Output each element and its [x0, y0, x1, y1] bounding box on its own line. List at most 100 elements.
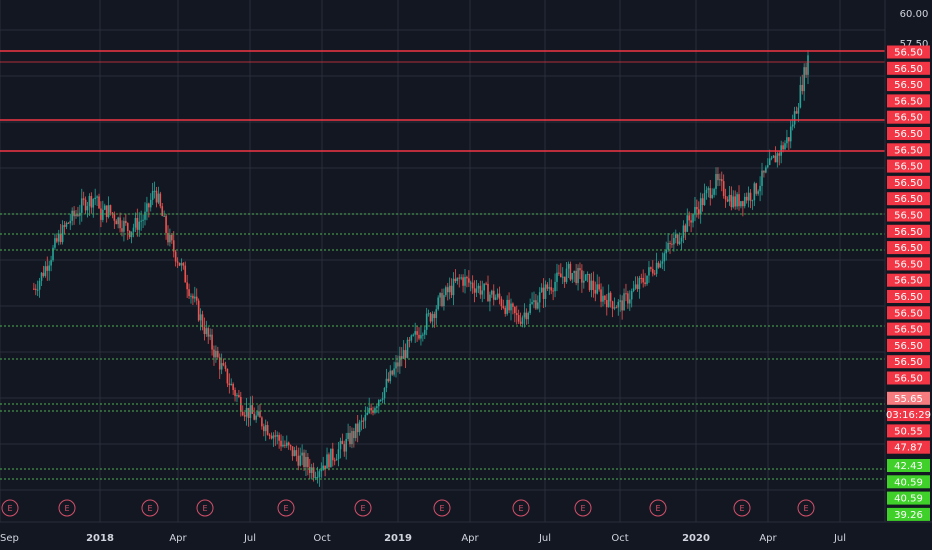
time-scale[interactable]: Sep 2018 Apr Jul Oct 2019 Apr Jul Oct 2020 Apr Jul [0, 533, 846, 544]
candle-body [531, 302, 533, 304]
candle-body [383, 387, 386, 399]
price-label-box [887, 459, 930, 472]
candle-body [215, 350, 217, 358]
candle-body [79, 212, 81, 216]
price-scale[interactable]: 60.0057.5056.5056.5056.5056.5056.5056.50… [886, 9, 931, 521]
earnings-marker[interactable] [277, 499, 295, 517]
price-label: 50.55 [894, 426, 923, 437]
candle-body [163, 215, 165, 217]
earnings-marker[interactable] [196, 499, 214, 517]
candle-body [354, 423, 357, 439]
earnings-label: E [7, 504, 12, 513]
earnings-marker[interactable] [354, 499, 372, 517]
price-label: 56.50 [894, 259, 923, 270]
candle-body [749, 192, 752, 201]
candle-body [678, 241, 681, 244]
candle-body [724, 196, 727, 200]
candle-body [59, 233, 62, 243]
candle-body [274, 435, 277, 437]
candle-body [289, 445, 292, 447]
candle-body [636, 284, 639, 290]
price-label-box [887, 224, 930, 238]
earnings-label: E [360, 504, 365, 513]
candle-body [224, 365, 227, 369]
earnings-marker[interactable] [649, 499, 667, 517]
candle-body [583, 280, 585, 283]
candle-body [88, 196, 91, 207]
candle-body [565, 268, 568, 282]
candle-body [431, 314, 434, 322]
candle-body [667, 243, 669, 250]
price-label: 56.50 [894, 162, 923, 173]
candle-body [293, 450, 296, 457]
candle-body [462, 277, 464, 286]
candle-body [469, 282, 472, 284]
candle-body [751, 200, 754, 202]
earnings-marker[interactable] [141, 499, 159, 517]
candle-body [634, 284, 637, 289]
candle-body [515, 313, 518, 316]
candle-body [644, 282, 646, 284]
candle-body [793, 111, 796, 125]
earnings-label: E [283, 504, 288, 513]
candle-body [90, 196, 93, 208]
candle-body [713, 188, 715, 195]
price-label: 40.59 [894, 494, 923, 505]
earnings-marker[interactable] [1, 499, 19, 517]
candle-body [657, 262, 660, 268]
candle-body [699, 198, 702, 215]
candle-body [571, 273, 574, 280]
candle-body [719, 179, 721, 181]
candle-body [456, 277, 459, 282]
candle-body [646, 275, 648, 284]
candle-body [527, 312, 530, 320]
price-label-box [887, 159, 930, 173]
candle-body [648, 267, 650, 276]
earnings-marker[interactable] [512, 499, 530, 517]
candle-body [709, 188, 712, 198]
candle-body [763, 170, 765, 173]
candle-body [408, 339, 411, 341]
x-tick-label: Apr [759, 533, 777, 544]
candle-body [732, 196, 735, 208]
candle-body [736, 194, 738, 207]
candle-body [395, 362, 397, 369]
candle-body [517, 315, 520, 322]
candle-body [165, 215, 167, 233]
earnings-marker[interactable] [433, 499, 451, 517]
candle-body [425, 313, 428, 330]
candle-body [621, 300, 623, 311]
candle-body [387, 378, 390, 382]
candle-body [130, 231, 133, 238]
candle-body [510, 303, 512, 311]
candle-body [584, 274, 587, 281]
price-label: 56.50 [894, 325, 923, 336]
candle-body [519, 321, 522, 324]
candle-body [738, 194, 740, 207]
price-label-box [887, 355, 930, 369]
earnings-marker[interactable] [733, 499, 751, 517]
price-label: 56.50 [894, 178, 923, 189]
candle-body [665, 249, 668, 254]
candle-body [134, 217, 137, 228]
candle-body [423, 329, 426, 335]
candle-body [663, 253, 666, 262]
price-label-box [887, 94, 930, 108]
candle-body [789, 126, 792, 142]
price-label: 56.50 [894, 194, 923, 205]
candle-body [211, 334, 213, 350]
earnings-marker[interactable] [58, 499, 76, 517]
price-label: 56.50 [894, 243, 923, 254]
candle-body [347, 432, 349, 439]
candle-body [307, 456, 309, 468]
earnings-marker[interactable] [574, 499, 592, 517]
candle-body [782, 145, 784, 150]
earnings-marker[interactable] [797, 499, 815, 517]
candle-body [324, 465, 326, 469]
candle-body [766, 165, 769, 168]
candle-body [117, 217, 119, 225]
candle-body [577, 268, 579, 284]
candle-body [502, 306, 505, 308]
candle-body [512, 303, 514, 307]
